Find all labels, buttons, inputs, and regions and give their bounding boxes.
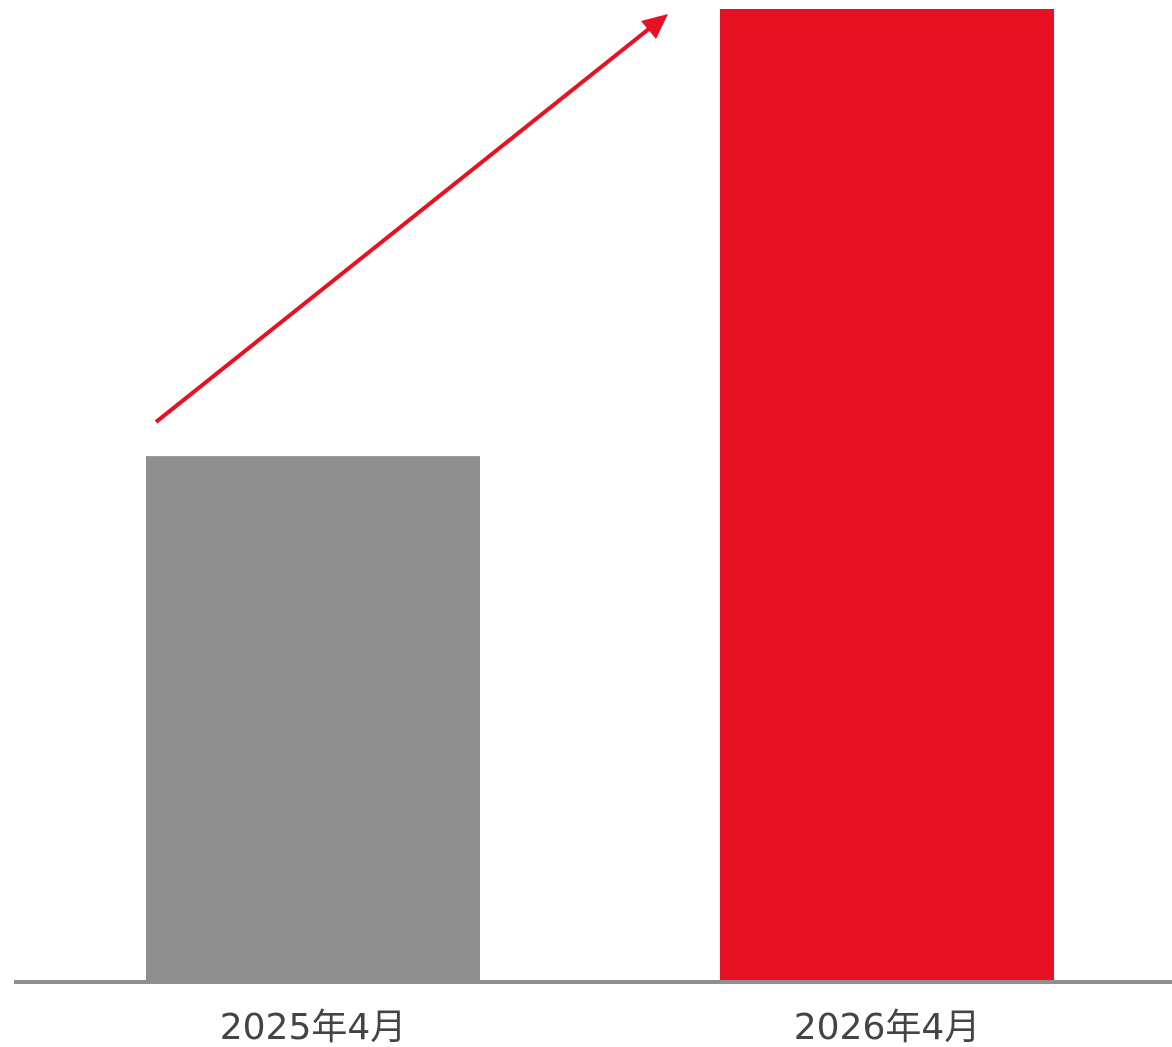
bar [146,456,480,981]
arrow-head [641,14,668,39]
bar [720,9,1054,981]
trend-arrow [154,26,652,424]
plot-area [146,9,1054,981]
x-tick-label: 2026年4月 [794,1007,981,1047]
x-tick-label: 2025年4月 [220,1007,407,1047]
